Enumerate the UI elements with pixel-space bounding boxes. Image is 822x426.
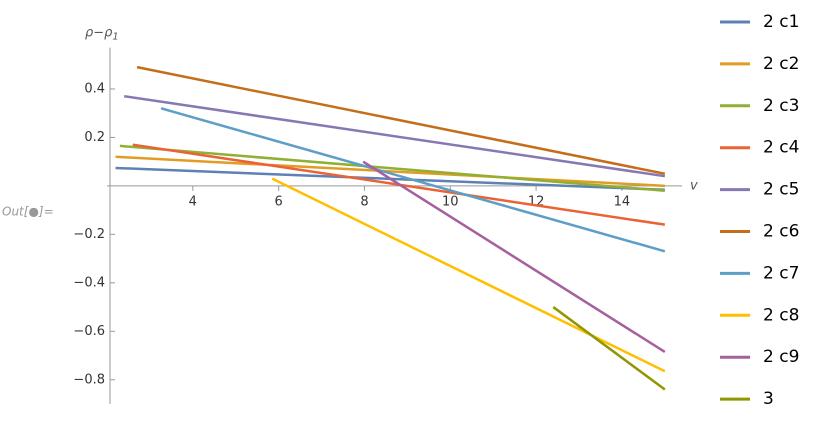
legend-label: 2 c7 bbox=[763, 263, 799, 283]
y-axis-label-sub: 1 bbox=[112, 32, 118, 43]
legend-label: 2 c9 bbox=[763, 347, 799, 367]
series-line bbox=[160, 107, 666, 253]
x-tick-label: 6 bbox=[275, 194, 283, 209]
series-line bbox=[136, 65, 666, 175]
y-tick-label: −0.6 bbox=[73, 324, 105, 339]
y-axis-label-main: ρ−ρ bbox=[85, 25, 113, 40]
legend-label: 3 bbox=[763, 389, 774, 409]
legend-label: 2 c8 bbox=[763, 305, 799, 325]
x-tick-label: 8 bbox=[360, 194, 368, 209]
x-tick-label: 10 bbox=[442, 194, 459, 209]
series-line bbox=[552, 306, 666, 391]
y-tick-label: −0.4 bbox=[73, 275, 105, 290]
series-line bbox=[271, 177, 666, 373]
legend-label: 2 c6 bbox=[763, 222, 799, 242]
y-tick-label: −0.2 bbox=[73, 227, 105, 242]
output-prompt: Out[●]= bbox=[2, 205, 54, 219]
legend-label: 2 c1 bbox=[763, 12, 799, 32]
y-tick-label: −0.8 bbox=[73, 372, 105, 387]
legend-label: 2 c5 bbox=[763, 180, 799, 200]
series-line bbox=[119, 144, 665, 192]
y-tick-label: 0.2 bbox=[84, 130, 105, 145]
series-line bbox=[123, 94, 666, 178]
legend-label: 2 c2 bbox=[763, 54, 799, 74]
y-axis-label: ρ−ρ1 bbox=[85, 25, 119, 43]
x-tick-label: 14 bbox=[614, 194, 631, 209]
y-tick-label: 0.4 bbox=[84, 81, 105, 96]
x-tick-label: 4 bbox=[189, 194, 197, 209]
series-line bbox=[362, 160, 666, 353]
x-axis-label: v bbox=[690, 178, 698, 193]
legend-label: 2 c4 bbox=[763, 138, 799, 158]
series-line bbox=[115, 155, 665, 188]
legend-label: 2 c3 bbox=[763, 96, 799, 116]
